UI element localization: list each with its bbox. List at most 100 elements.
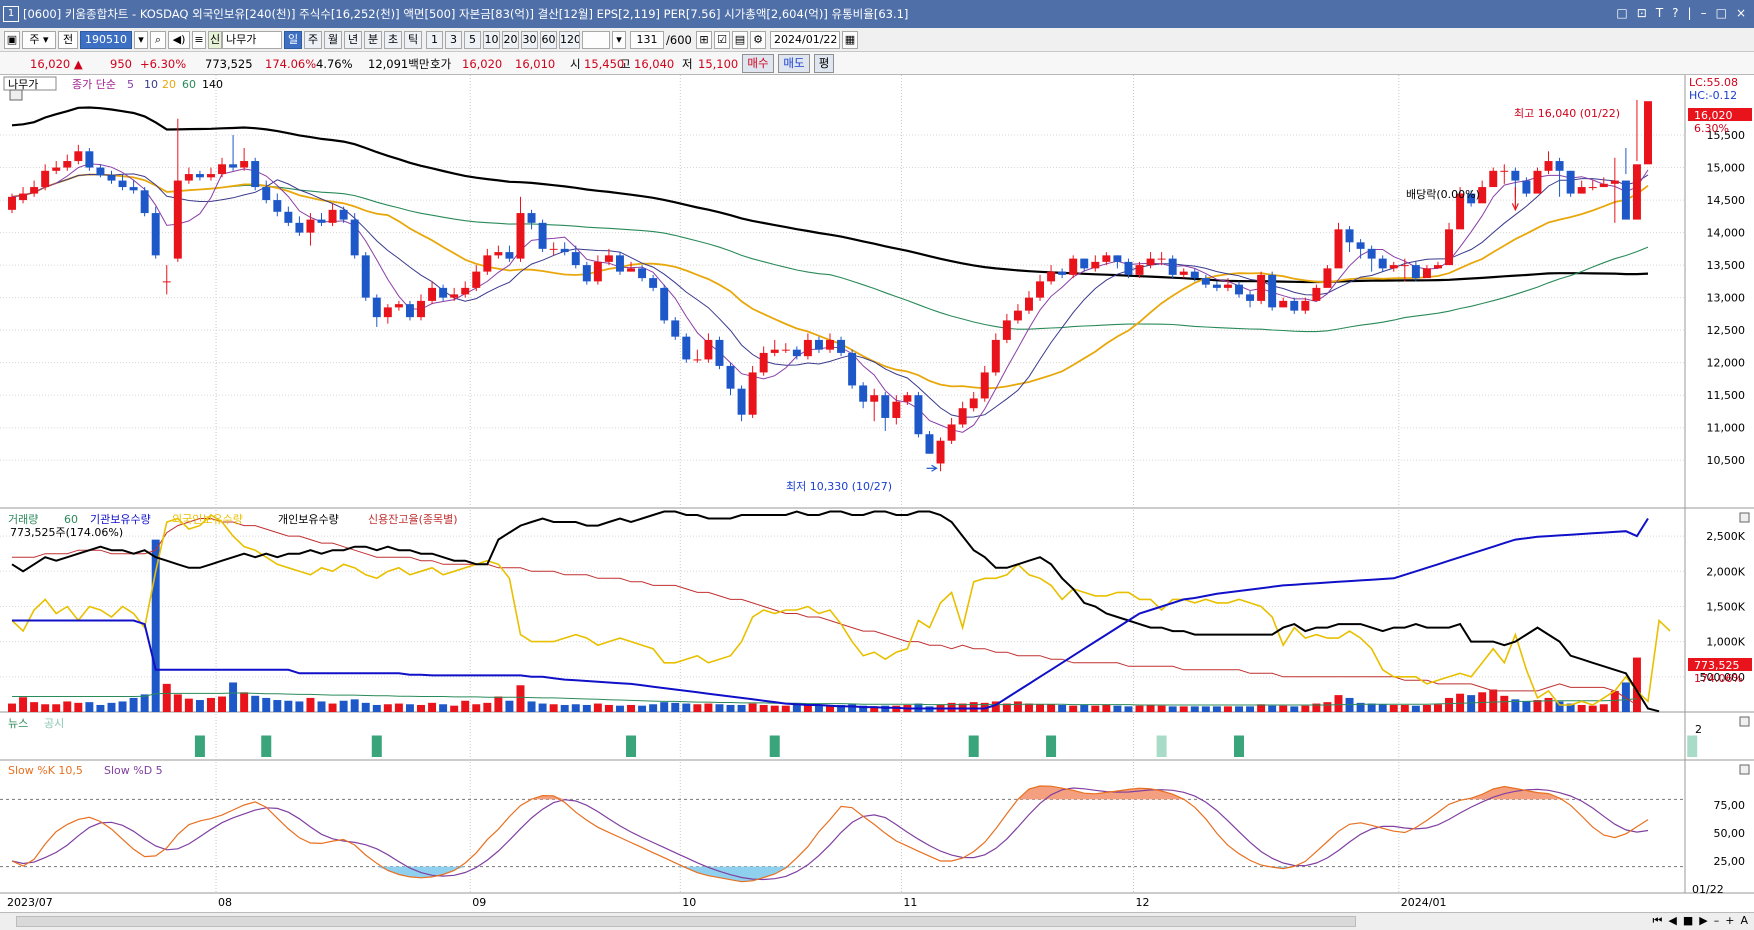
interval-60-button[interactable]: 60 — [540, 31, 557, 49]
period-tick-button[interactable]: 틱 — [404, 31, 422, 49]
period-day-button[interactable]: 일 — [284, 31, 302, 49]
legend-disclosure[interactable]: 공시 — [44, 717, 64, 730]
range-select[interactable]: 전 — [58, 31, 78, 49]
volume-bar — [1312, 703, 1321, 712]
interval-dropdown-icon[interactable]: ▾ — [612, 31, 626, 49]
candle-body — [74, 151, 83, 162]
close-icon[interactable]: × — [1735, 6, 1746, 20]
candle-body — [604, 255, 613, 262]
lc-label: LC:55.08 — [1689, 76, 1738, 89]
settings-icon[interactable]: ▣ — [4, 31, 20, 49]
interval-1-button[interactable]: 1 — [426, 31, 443, 49]
period-week-button[interactable]: 주 — [304, 31, 322, 49]
legend-volume-ma[interactable]: 60 — [64, 513, 78, 526]
volume-bar — [1168, 706, 1177, 712]
credit-ratio-line — [12, 518, 1638, 706]
zoom-in-icon[interactable]: + — [1725, 914, 1735, 927]
period-year-button[interactable]: 년 — [344, 31, 362, 49]
legend-volume[interactable]: 거래량 — [8, 513, 38, 526]
market-select[interactable]: 주 ▾ — [22, 31, 56, 49]
buy-button[interactable]: 매수 — [742, 54, 774, 73]
text-icon[interactable]: T — [1655, 6, 1664, 20]
code-dropdown-icon[interactable]: ▾ — [134, 31, 148, 49]
sell-button[interactable]: 매도 — [778, 54, 810, 73]
tile-icon[interactable]: ⊡ — [1636, 6, 1647, 20]
calendar-icon[interactable]: ▦ — [842, 31, 858, 49]
panel-menu-icon[interactable] — [9, 89, 23, 101]
candle-body — [184, 174, 193, 181]
period-second-button[interactable]: 초 — [384, 31, 402, 49]
date-field[interactable]: 2024/01/22 — [770, 31, 840, 49]
maximize-icon[interactable]: □ — [1715, 6, 1727, 20]
volume-bar — [660, 702, 669, 712]
legend-ma10[interactable]: 10 — [144, 78, 158, 91]
interval-3-button[interactable]: 3 — [445, 31, 462, 49]
sound-icon[interactable]: ◀) — [168, 31, 190, 49]
period-month-button[interactable]: 월 — [324, 31, 342, 49]
text-size-icon[interactable]: A — [1740, 914, 1748, 927]
interval-120-button[interactable]: 120 — [559, 31, 580, 49]
legend-indiv[interactable]: 개인보유수량 — [278, 513, 339, 526]
close-news-panel-icon[interactable] — [1739, 716, 1750, 727]
stock-code-input[interactable]: 190510 — [80, 31, 132, 49]
grid-icon[interactable]: ⊞ — [696, 31, 712, 49]
restore-icon[interactable]: □ — [1616, 6, 1628, 20]
window-number[interactable]: 1 — [3, 6, 19, 22]
stock-name-field[interactable]: 나무가 — [222, 31, 282, 49]
volume-bar — [1124, 706, 1133, 712]
interval-10-button[interactable]: 10 — [483, 31, 500, 49]
interval-5-button[interactable]: 5 — [464, 31, 481, 49]
volume-bar — [1334, 695, 1343, 712]
count-field[interactable]: 131 — [630, 31, 664, 49]
check-icon[interactable]: ☑ — [714, 31, 730, 49]
volume-bar — [306, 697, 315, 712]
legend-credit[interactable]: 신용잔고율(종목별) — [368, 513, 458, 526]
price-tick-label: 12,500 — [1707, 324, 1746, 337]
interval-20-button[interactable]: 20 — [502, 31, 519, 49]
scroll-start-icon[interactable]: ⏮ — [1652, 914, 1663, 927]
custom-interval-field[interactable] — [582, 31, 610, 49]
scroll-thumb[interactable] — [16, 916, 1356, 927]
legend-slow-d[interactable]: Slow %D 5 — [104, 764, 163, 777]
volume-bar — [328, 703, 337, 712]
help-icon[interactable]: ? — [1672, 6, 1679, 20]
close-volume-panel-icon[interactable] — [1739, 512, 1750, 523]
flat-button[interactable]: 평 — [814, 54, 834, 73]
candle-body — [516, 213, 525, 259]
ask-price-2: 16,010 — [515, 57, 556, 71]
volume-ma60-line — [12, 692, 1637, 706]
interval-30-button[interactable]: 30 — [521, 31, 538, 49]
minimize-icon[interactable]: – — [1700, 6, 1707, 20]
close-stochastic-panel-icon[interactable] — [1739, 764, 1750, 775]
legend-ma60[interactable]: 60 — [182, 78, 196, 91]
legend-ma20[interactable]: 20 — [162, 78, 176, 91]
search-icon[interactable]: ⌕ — [150, 31, 166, 49]
legend-news[interactable]: 뉴스 — [8, 717, 28, 730]
scroll-forward-icon[interactable]: ▶ — [1699, 914, 1708, 927]
price-labels: LC:55.08 HC:-0.12 16,020 6.30% 773,525 1… — [1688, 76, 1752, 896]
volume-bar — [859, 705, 868, 712]
period-minute-button[interactable]: 분 — [364, 31, 382, 49]
legend-slow-k[interactable]: Slow %K 10,5 — [8, 764, 83, 777]
legend-foreign[interactable]: 외국인보유수량 — [172, 513, 243, 526]
legend-inst[interactable]: 기관보유수량 — [90, 513, 151, 526]
candle-body — [925, 434, 934, 454]
x-tick-label: 2023/07 — [7, 896, 53, 909]
candle-body — [129, 187, 138, 191]
legend-ma140[interactable]: 140 — [202, 78, 223, 91]
stock-chart[interactable]: 2023/07 08 09 10 11 12 2024/01 10,500 11,000 11,5… — [0, 75, 1754, 912]
horizontal-scrollbar[interactable]: ⏮ ◀ ■ ▶ – + A — [0, 912, 1754, 930]
stop-icon[interactable]: ■ — [1682, 914, 1694, 927]
scroll-back-icon[interactable]: ◀ — [1668, 914, 1677, 927]
save-icon[interactable]: ▤ — [732, 31, 748, 49]
candle-body — [671, 320, 680, 337]
candle-body — [859, 385, 868, 402]
gear-icon[interactable]: ⚙ — [750, 31, 766, 49]
legend-stock-name[interactable]: 나무가 — [8, 78, 38, 91]
volume-bar — [483, 702, 492, 712]
candle-body — [41, 170, 50, 188]
zoom-out-icon[interactable]: – — [1713, 914, 1720, 927]
candle-body — [1002, 320, 1011, 340]
compare-icon[interactable]: ≡ — [192, 31, 206, 49]
legend-ma5[interactable]: 5 — [127, 78, 134, 91]
